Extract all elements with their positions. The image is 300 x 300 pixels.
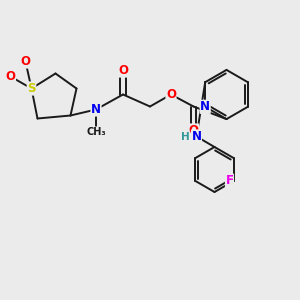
Text: N: N — [200, 100, 210, 113]
Text: O: O — [20, 55, 31, 68]
Text: O: O — [118, 64, 128, 77]
Text: O: O — [188, 124, 199, 137]
Text: N: N — [91, 103, 101, 116]
Text: F: F — [226, 174, 233, 187]
Text: O: O — [166, 88, 176, 101]
Text: H: H — [181, 131, 190, 142]
Text: S: S — [27, 82, 36, 95]
Text: O: O — [5, 70, 16, 83]
Text: CH₃: CH₃ — [86, 127, 106, 137]
Text: N: N — [191, 130, 202, 143]
